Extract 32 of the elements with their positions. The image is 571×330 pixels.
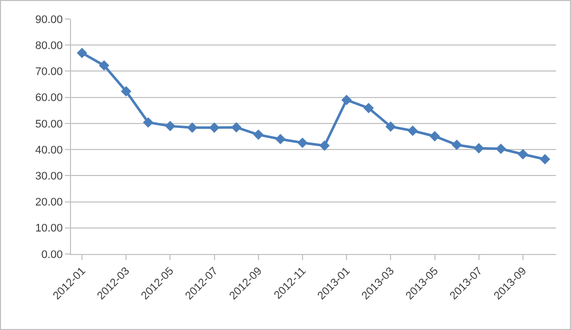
point [76, 48, 88, 58]
y-tick-label: 80.00 [35, 40, 63, 52]
point [120, 86, 132, 97]
point [408, 126, 418, 136]
y-tick-label: 10.00 [35, 222, 63, 235]
point [341, 94, 352, 106]
y-tick-label: 40.00 [35, 144, 63, 156]
point [231, 122, 242, 133]
point [363, 102, 374, 114]
point [142, 117, 154, 128]
y-tick-label: 60.00 [35, 92, 63, 104]
y-tick-label: 70.00 [35, 66, 63, 78]
point [496, 144, 506, 154]
point [518, 149, 528, 160]
point [430, 131, 440, 142]
point [540, 154, 550, 164]
y-tick-label: 20.00 [35, 196, 63, 209]
point [275, 134, 286, 144]
point [474, 143, 484, 154]
y-tick-label: 90.00 [35, 14, 63, 26]
point [385, 121, 396, 132]
point [187, 122, 198, 133]
point [452, 140, 462, 150]
point [98, 60, 110, 71]
point [319, 140, 330, 151]
y-tick-label: 0.00 [41, 248, 63, 261]
y-tick-label: 30.00 [35, 170, 63, 183]
point [165, 120, 176, 132]
y-tick-label: 50.00 [35, 118, 63, 130]
point [209, 122, 220, 133]
point [297, 138, 308, 148]
point [253, 129, 264, 140]
